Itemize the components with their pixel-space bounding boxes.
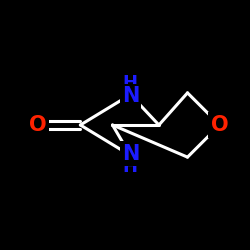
Text: H: H <box>123 158 138 176</box>
Text: O: O <box>211 115 228 135</box>
Text: O: O <box>29 115 46 135</box>
Text: N: N <box>122 144 139 164</box>
Text: H: H <box>123 74 138 92</box>
Text: N: N <box>122 86 139 106</box>
